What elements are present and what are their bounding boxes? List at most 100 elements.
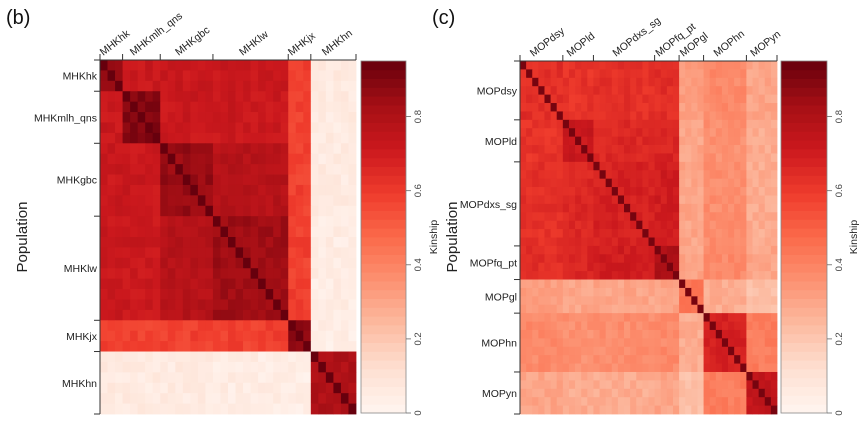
heatmap-cell	[740, 119, 747, 129]
heatmap-cell	[691, 178, 698, 188]
heatmap-cell	[310, 101, 319, 113]
heatmap-cell	[175, 309, 184, 321]
heatmap-cell	[273, 132, 282, 144]
heatmap-cell	[666, 262, 674, 272]
heatmap-cell	[318, 330, 327, 342]
heatmap-cell	[303, 226, 312, 238]
colorbar-swatch	[361, 210, 406, 220]
heatmap-cell	[697, 145, 704, 154]
heatmap-cell	[273, 309, 282, 321]
heatmap-cell	[709, 229, 717, 238]
heatmap-cell	[303, 257, 312, 269]
heatmap-cell	[182, 247, 191, 259]
heatmap-cell	[642, 128, 649, 138]
heatmap-cell	[152, 91, 161, 103]
heatmap-cell	[122, 70, 131, 82]
heatmap-cell	[691, 103, 698, 112]
heatmap-cell	[318, 341, 327, 352]
heatmap-cell	[205, 393, 214, 404]
heatmap-cell	[280, 205, 289, 217]
top-tick-label: MOPhn	[711, 28, 747, 59]
heatmap-cell	[611, 245, 619, 255]
heatmap-cell	[538, 388, 545, 398]
heatmap-cell	[575, 338, 582, 348]
heatmap-cell	[734, 355, 741, 364]
heatmap-cell	[630, 346, 637, 356]
heatmap-cell	[205, 226, 214, 238]
heatmap-cell	[258, 70, 267, 82]
heatmap-cell	[740, 279, 747, 289]
heatmap-cell	[691, 119, 698, 129]
heatmap-cell	[325, 153, 334, 165]
left-tick-label: MHKhk	[63, 71, 98, 83]
heatmap-cell	[243, 257, 251, 269]
heatmap-cell	[660, 296, 668, 306]
heatmap-cell	[605, 170, 613, 180]
heatmap-cell	[624, 69, 631, 79]
heatmap-cell	[697, 405, 704, 415]
heatmap-cell	[648, 119, 656, 129]
colorbar-swatch	[781, 87, 827, 97]
heatmap-cell	[100, 195, 108, 207]
heatmap-cell	[348, 268, 357, 280]
heatmap-cell	[348, 143, 357, 155]
heatmap-cell	[624, 262, 631, 272]
heatmap-cell	[562, 388, 570, 398]
heatmap-cell	[288, 382, 297, 394]
heatmap-cell	[318, 184, 327, 196]
heatmap-cell	[235, 320, 244, 332]
heatmap-cell	[250, 257, 259, 269]
heatmap-cell	[636, 203, 643, 213]
heatmap-cell	[642, 254, 649, 264]
heatmap-cell	[758, 187, 766, 196]
heatmap-cell	[593, 161, 600, 171]
heatmap-cell	[740, 329, 747, 339]
heatmap-cell	[581, 279, 588, 289]
heatmap-cell	[175, 247, 184, 259]
colorbar-swatch	[781, 166, 827, 176]
heatmap-cell	[758, 103, 766, 112]
heatmap-cell	[752, 203, 760, 213]
heatmap-cell	[265, 237, 274, 248]
heatmap-cell	[685, 380, 692, 390]
heatmap-cell	[770, 405, 778, 415]
heatmap-cell	[182, 393, 191, 404]
heatmap-cell	[220, 153, 229, 165]
heatmap-cell	[228, 268, 236, 280]
heatmap-cell	[115, 361, 123, 373]
heatmap-cell	[697, 313, 704, 322]
heatmap-cell	[212, 153, 221, 165]
heatmap-cell	[115, 70, 123, 82]
heatmap-cell	[697, 329, 704, 339]
colorbar-swatch	[361, 96, 406, 106]
heatmap-cell	[648, 329, 656, 339]
heatmap-cell	[197, 403, 206, 415]
heatmap-cell	[228, 184, 236, 196]
heatmap-cell	[660, 279, 668, 289]
heatmap-cell	[556, 77, 564, 87]
heatmap-cell	[575, 279, 582, 289]
heatmap-cell	[654, 187, 662, 196]
heatmap-cell	[122, 184, 131, 196]
heatmap-cell	[605, 69, 613, 79]
heatmap-cell	[145, 341, 154, 352]
heatmap-cell	[709, 128, 717, 138]
heatmap-cell	[611, 111, 619, 121]
colorbar-swatch	[361, 307, 406, 317]
heatmap-cell	[220, 70, 229, 82]
heatmap-cell	[672, 195, 680, 205]
heatmap-cell	[175, 299, 184, 311]
heatmap-cell	[697, 254, 704, 264]
heatmap-cell	[691, 153, 698, 163]
heatmap-cell	[581, 170, 588, 180]
heatmap-cell	[556, 170, 564, 180]
heatmap-cell	[648, 279, 656, 289]
heatmap-cell	[593, 170, 600, 180]
heatmap-cell	[220, 112, 229, 123]
heatmap-cell	[318, 60, 327, 71]
heatmap-cell	[220, 60, 229, 71]
heatmap-cell	[190, 268, 199, 280]
heatmap-cell	[243, 184, 251, 196]
heatmap-cell	[691, 371, 698, 381]
heatmap-cell	[228, 403, 236, 415]
